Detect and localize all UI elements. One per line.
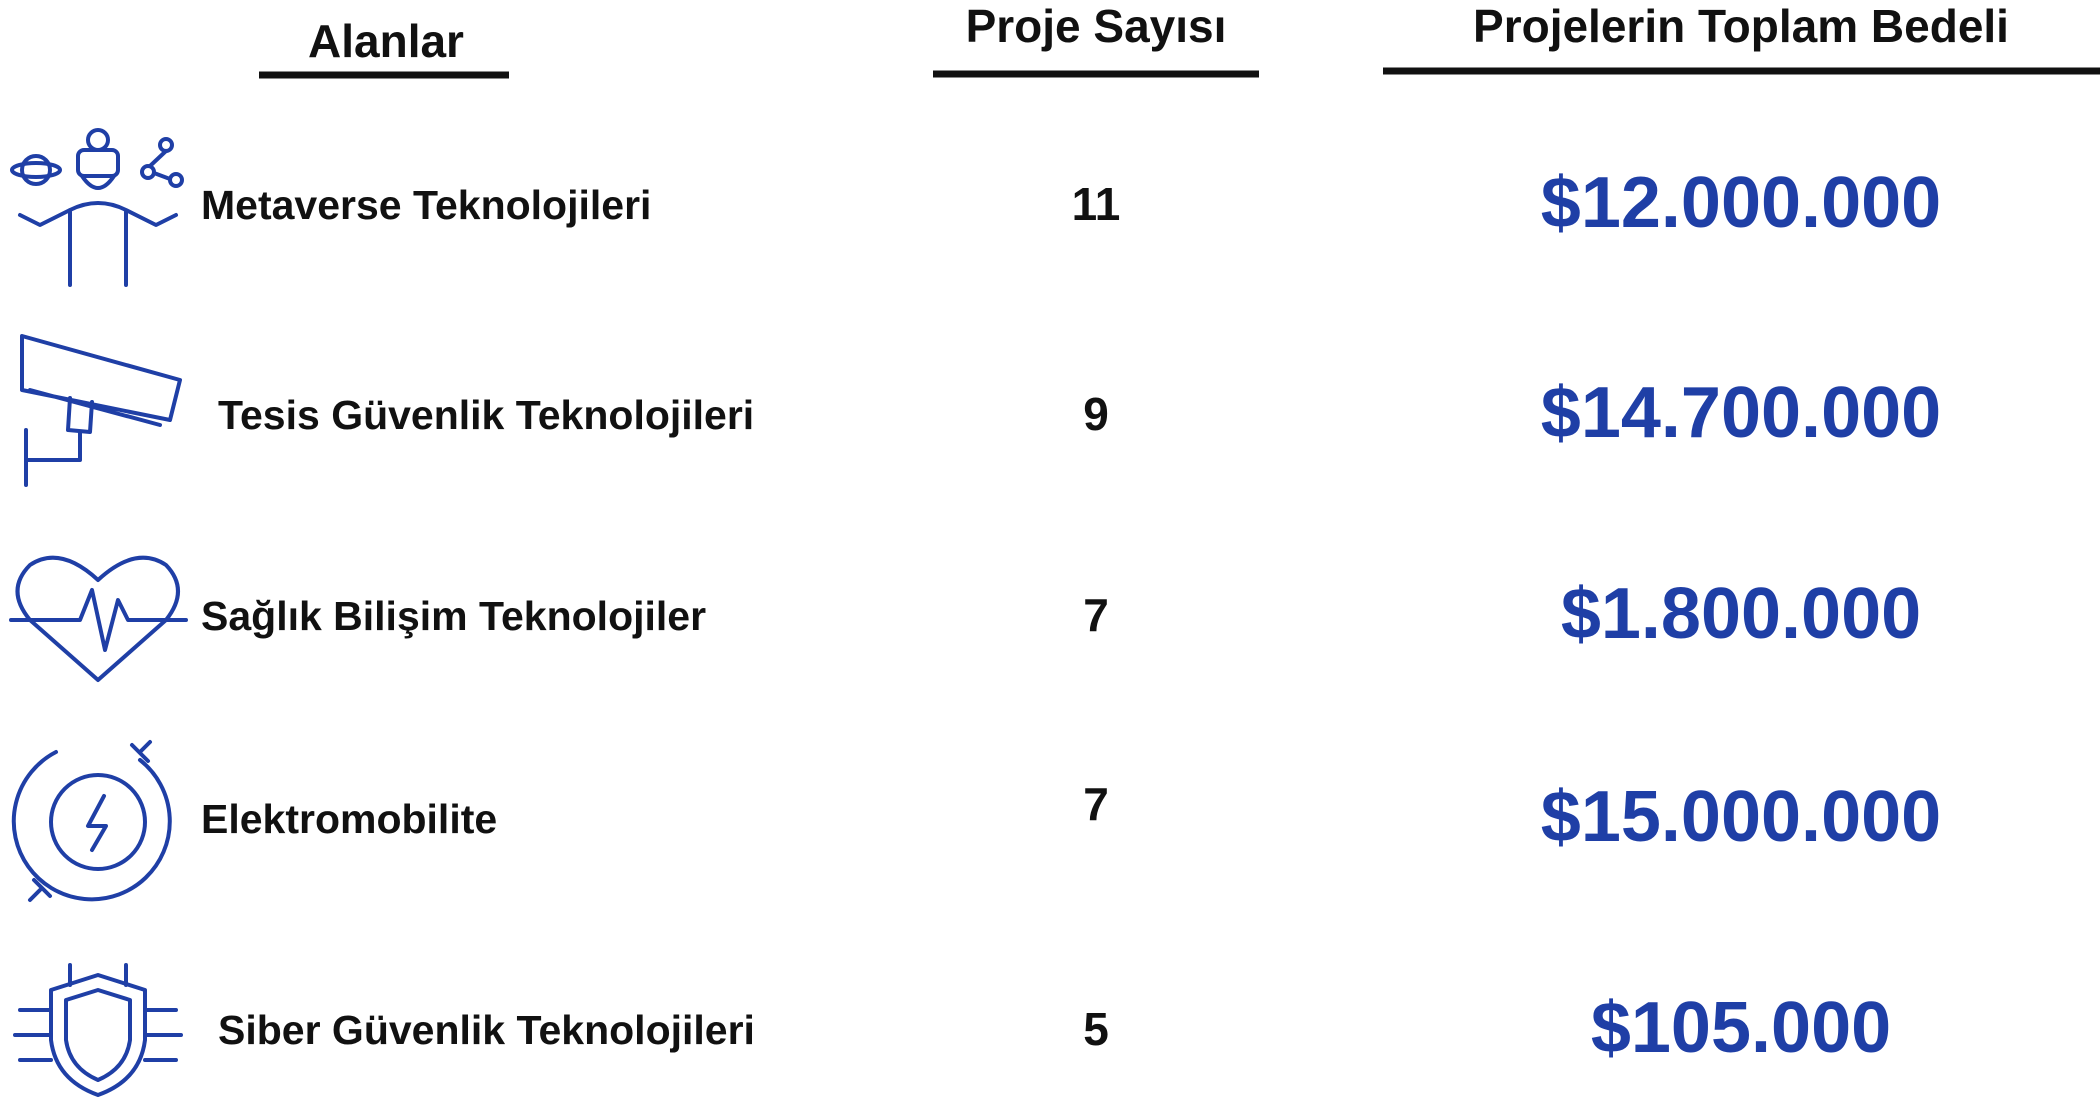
area-label: Elektromobilite: [201, 796, 497, 842]
column-header: Proje Sayısı: [966, 0, 1227, 52]
total-amount: $12.000.000: [1541, 163, 1941, 243]
project-count: 9: [1083, 388, 1109, 440]
project-count: 7: [1083, 778, 1109, 830]
area-label: Metaverse Teknolojileri: [201, 182, 651, 228]
area-label: Sağlık Bilişim Teknolojiler: [201, 593, 706, 639]
heart-icon: [9, 555, 188, 682]
project-count: 7: [1083, 589, 1109, 641]
project-count: 5: [1083, 1003, 1109, 1055]
total-amount: $15.000.000: [1541, 777, 1941, 857]
area-label: Siber Güvenlik Teknolojileri: [218, 1007, 755, 1053]
area-label: Tesis Güvenlik Teknolojileri: [218, 392, 754, 438]
total-amount: $14.700.000: [1541, 373, 1941, 453]
total-amount: $105.000: [1591, 988, 1891, 1068]
ev-icon: [11, 740, 172, 902]
camera-icon: [20, 334, 182, 487]
total-amount: $1.800.000: [1561, 574, 1921, 654]
column-header: Alanlar: [308, 15, 464, 67]
column-header: Projelerin Toplam Bedeli: [1473, 0, 2009, 52]
metaverse-icon: [10, 128, 184, 287]
shield-icon: [13, 963, 183, 1097]
project-count: 11: [1072, 178, 1121, 230]
